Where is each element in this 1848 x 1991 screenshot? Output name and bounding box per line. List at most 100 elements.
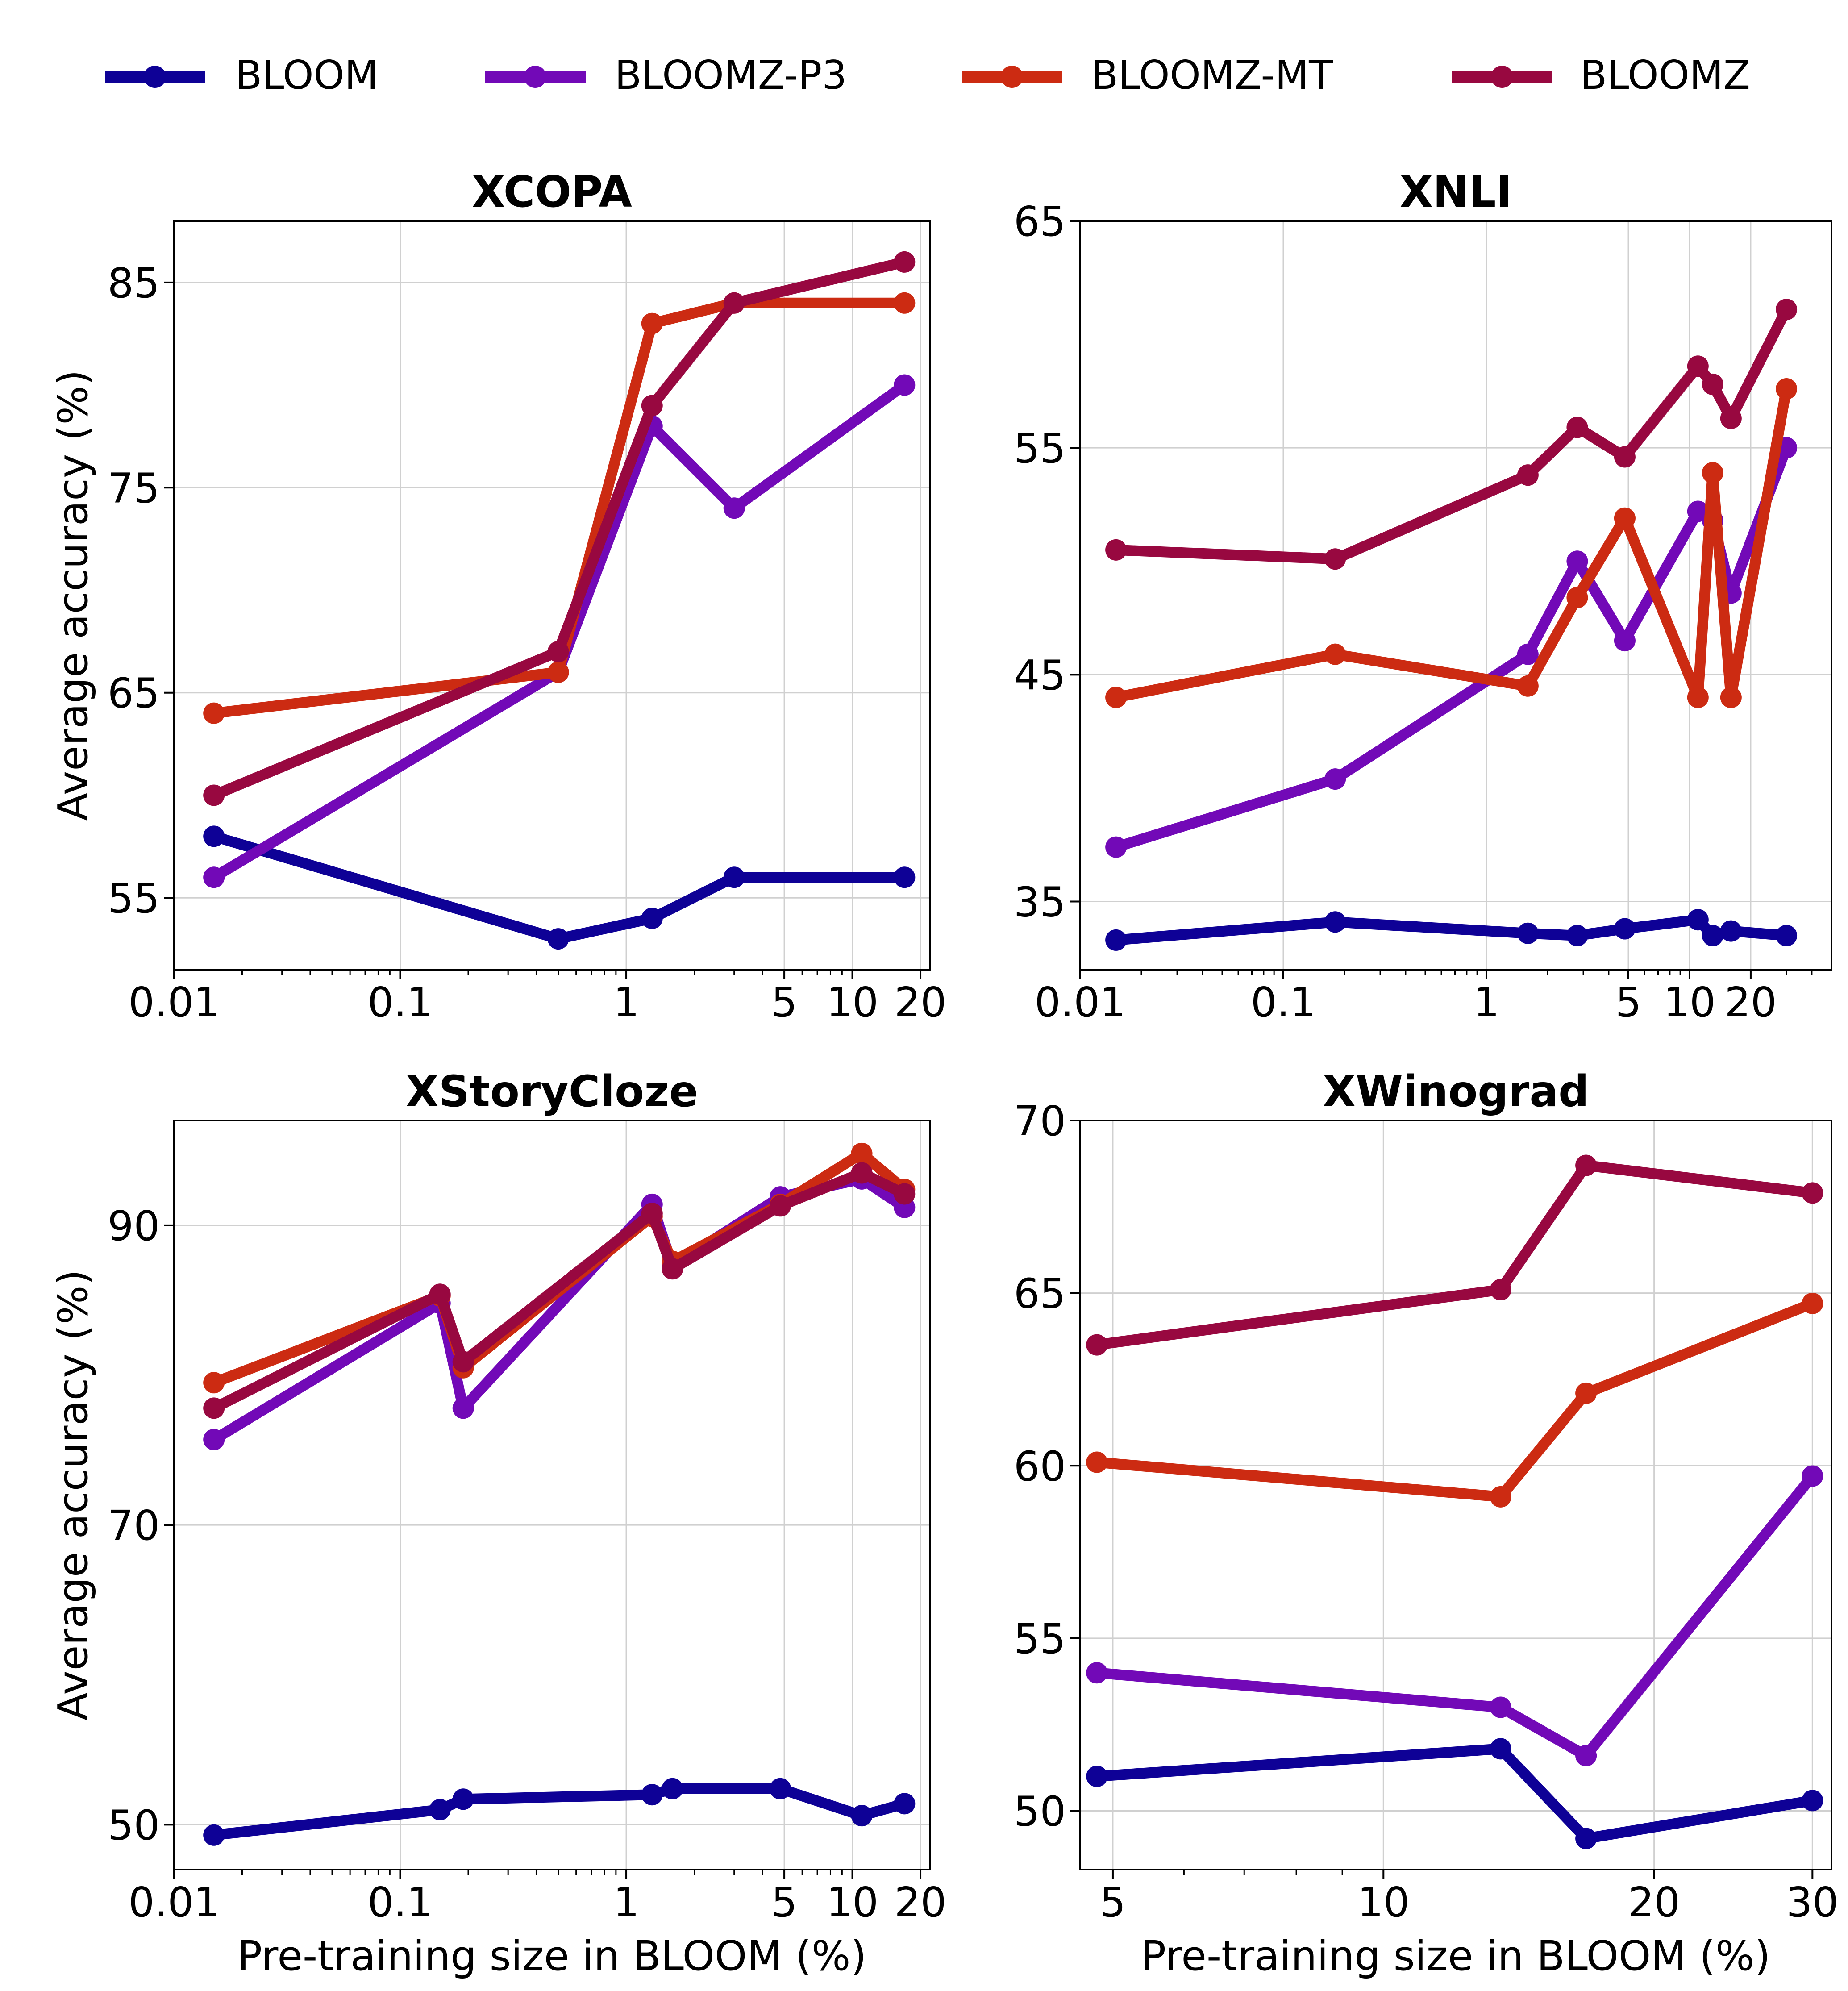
data-point-bloomz — [547, 641, 569, 662]
data-point-bloomz — [1802, 1182, 1823, 1204]
y-tick-label: 50 — [1014, 1788, 1066, 1836]
y-tick-label: 90 — [108, 1202, 160, 1250]
x-tick-label: 5 — [1615, 979, 1642, 1026]
axes-frame — [1079, 1120, 1832, 1870]
data-point-bloom — [894, 1793, 916, 1815]
legend-label-bloomz-mt: BLOOMZ-MT — [1091, 52, 1333, 98]
data-point-bloomz-p3 — [203, 1429, 225, 1450]
y-axis-label: Average accuracy (%) — [49, 1270, 97, 1721]
data-point-bloomz — [1490, 1279, 1511, 1300]
data-point-bloomz — [1086, 1334, 1108, 1356]
legend: BLOOM BLOOMZ-P3 BLOOMZ-MT BLOOMZ — [105, 52, 1750, 98]
series-line-bloomz-mt — [1091, 1298, 1818, 1502]
data-point-bloom — [1720, 920, 1742, 942]
data-point-bloomz — [1566, 417, 1588, 438]
data-point-bloomz-p3 — [1614, 630, 1636, 652]
data-point-bloomz-mt — [547, 661, 569, 683]
data-point-bloomz-mt — [1086, 1451, 1108, 1473]
data-point-bloomz — [452, 1351, 474, 1373]
x-axis-label: Pre-training size in BLOOM (%) — [1141, 1932, 1771, 1980]
x-tick-label: 10 — [1663, 979, 1715, 1026]
data-point-bloomz — [851, 1162, 873, 1184]
data-point-bloomz — [1776, 299, 1798, 321]
data-point-bloomz-mt — [1802, 1292, 1823, 1314]
data-point-bloomz-p3 — [1517, 643, 1539, 665]
y-tick-label: 85 — [108, 259, 160, 307]
data-point-bloom — [1575, 1828, 1597, 1849]
x-tick-label: 0.01 — [1035, 979, 1126, 1026]
axes-frame — [173, 220, 931, 971]
data-point-bloom — [894, 866, 916, 888]
data-point-bloomz-p3 — [1105, 836, 1127, 858]
x-tick-label: 5 — [1100, 1879, 1126, 1926]
data-point-bloomz-mt — [894, 292, 916, 314]
data-point-bloom — [203, 825, 225, 847]
chart-panel-xwinograd: 5 10 20 30 50 55 60 65 70 XWinograd Pre-training s… — [1014, 1066, 1839, 1980]
data-point-bloom — [429, 1799, 451, 1820]
data-point-bloom — [452, 1788, 474, 1810]
data-point-bloom — [1324, 911, 1346, 933]
y-tick-label: 70 — [108, 1502, 160, 1549]
y-tick-label: 35 — [1014, 879, 1066, 926]
series-line-bloom — [208, 1783, 910, 1841]
data-point-bloomz-p3 — [1575, 1745, 1597, 1766]
data-point-bloom — [1687, 909, 1709, 931]
data-point-bloomz-mt — [1776, 378, 1798, 400]
data-point-bloomz-mt — [1490, 1486, 1511, 1508]
data-point-bloom — [641, 1784, 663, 1806]
data-point-bloomz-mt — [1517, 675, 1539, 697]
data-point-bloomz-mt — [1687, 687, 1709, 708]
y-tick-label: 50 — [108, 1801, 160, 1849]
chart-panel-xnli: 0.01 0.1 1 5 10 20 35 45 55 65 XNLI — [1014, 167, 1832, 1026]
x-tick-label: 10 — [1357, 1879, 1410, 1926]
data-point-bloom — [662, 1778, 683, 1799]
data-point-bloom — [1105, 929, 1127, 951]
data-point-bloomz-mt — [1702, 462, 1723, 484]
chart-panel-xcopa: 0.01 0.1 1 5 10 20 55 65 75 85 XCOPA Average accura… — [49, 167, 947, 1026]
chart-title: XStoryCloze — [406, 1066, 698, 1116]
series-line-bloomz — [208, 1167, 910, 1414]
x-tick-label: 20 — [894, 979, 946, 1026]
x-tick-label: 0.01 — [129, 1879, 220, 1926]
data-point-bloom — [1614, 918, 1636, 940]
x-tick-label: 20 — [1628, 1879, 1680, 1926]
x-tick-label: 0.1 — [367, 979, 433, 1026]
y-tick-label: 65 — [1014, 1270, 1066, 1318]
legend-marker-bloom — [144, 66, 166, 88]
x-axis-label: Pre-training size in BLOOM (%) — [237, 1932, 867, 1980]
chart-title: XWinograd — [1323, 1066, 1589, 1116]
data-point-bloomz-mt — [1575, 1382, 1597, 1404]
legend-marker-bloomz-mt — [1001, 66, 1023, 88]
y-tick-label: 75 — [108, 464, 160, 512]
data-point-bloomz — [1614, 446, 1636, 468]
data-point-bloomz-p3 — [723, 497, 745, 519]
y-tick-label: 45 — [1014, 651, 1066, 699]
data-point-bloom — [641, 908, 663, 929]
legend-item-bloomz-p3: BLOOMZ-P3 — [485, 52, 847, 98]
data-point-bloomz — [1687, 355, 1709, 377]
data-point-bloomz-mt — [203, 1372, 225, 1394]
data-point-bloomz — [1105, 539, 1127, 561]
data-point-bloomz — [641, 1203, 663, 1225]
axes-frame — [173, 1120, 931, 1870]
data-point-bloom — [1490, 1738, 1511, 1760]
data-point-bloom — [203, 1824, 225, 1846]
data-point-bloomz — [1720, 408, 1742, 429]
data-point-bloomz — [203, 1397, 225, 1419]
data-point-bloom — [1566, 925, 1588, 946]
legend-label-bloomz: BLOOMZ — [1580, 52, 1750, 98]
chart-title: XNLI — [1400, 167, 1512, 217]
data-point-bloom — [1702, 925, 1723, 946]
y-tick-label: 65 — [1014, 198, 1066, 246]
data-point-bloomz — [1702, 373, 1723, 395]
data-point-bloomz — [641, 395, 663, 417]
series-line-bloomz-p3 — [208, 379, 910, 883]
data-point-bloomz-p3 — [1086, 1662, 1108, 1684]
legend-marker-bloomz — [1491, 66, 1513, 88]
legend-label-bloomz-p3: BLOOMZ-P3 — [615, 52, 847, 98]
data-point-bloomz — [894, 1183, 916, 1205]
x-tick-label: 1 — [613, 1879, 640, 1926]
series-line-bloomz — [1111, 304, 1792, 565]
data-point-bloom — [1086, 1766, 1108, 1787]
